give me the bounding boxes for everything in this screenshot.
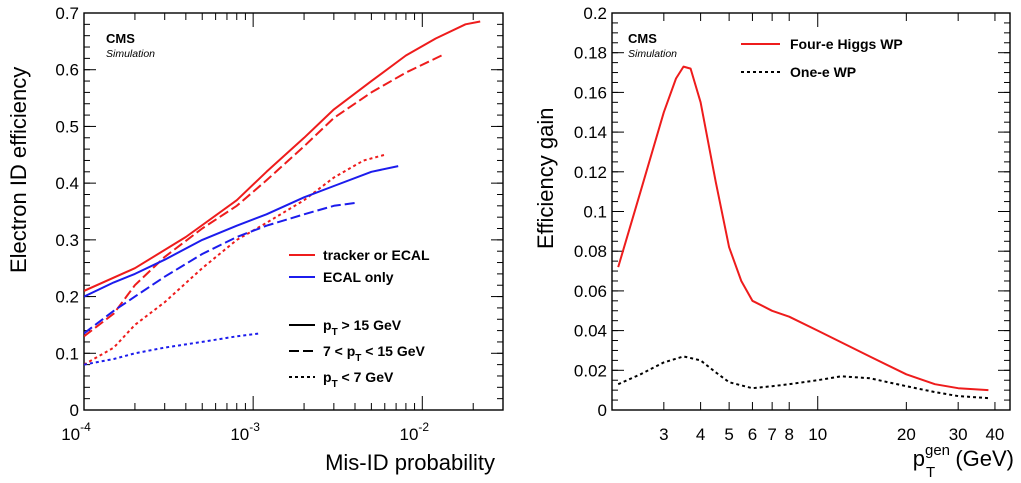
right-x-ticks: 3 4 5 6 7 8 10 20 30 40 — [659, 13, 1004, 444]
right-y-axis-label: Efficiency gain — [533, 108, 558, 249]
right-y-ticks: 0 0.02 0.04 0.06 0.08 0.1 0.12 0.14 0.16 0.18 0.2 — [574, 4, 1010, 420]
left-simulation-label: Simulation — [106, 48, 155, 60]
left-y-tick-label: 0.2 — [55, 288, 79, 307]
right-series-line-1 — [617, 355, 989, 400]
right-x-tick-label: 10 — [808, 425, 827, 444]
right-y-tick-label: 0.14 — [574, 123, 607, 142]
left-series-line-1 — [84, 54, 443, 338]
right-simulation-label: Simulation — [628, 48, 677, 60]
right-y-tick-label: 0.02 — [574, 361, 607, 380]
left-plot-frame — [83, 12, 504, 411]
legend-label-pt-mid: 7 < pT < 15 GeV — [323, 343, 425, 364]
legend-label-four-e-higgs-wp: Four-e Higgs WP — [790, 36, 903, 52]
right-cms-label: CMS — [628, 31, 657, 46]
left-y-tick-label: 0.4 — [55, 174, 79, 193]
right-series — [617, 65, 989, 400]
right-y-tick-label: 0.2 — [583, 4, 607, 23]
legend-label-tracker-or-ecal: tracker or ECAL — [323, 247, 430, 263]
left-y-tick-label: 0 — [70, 401, 79, 420]
legend-label-pt-low: pT < 7 GeV — [323, 369, 394, 390]
legend-label-one-e-wp: One-e WP — [790, 64, 856, 80]
right-y-tick-label: 0.06 — [574, 282, 607, 301]
left-legend: tracker or ECAL ECAL only pT > 15 GeV 7 … — [289, 247, 430, 390]
right-series-line-0 — [617, 65, 989, 392]
left-cms-label: CMS — [106, 31, 135, 46]
left-series-line-2 — [84, 153, 386, 366]
left-x-tick-label: 10-3 — [230, 420, 260, 444]
right-x-tick-label: 30 — [949, 425, 968, 444]
legend-label-ecal-only: ECAL only — [323, 269, 394, 285]
right-y-tick-label: 0.16 — [574, 83, 607, 102]
right-y-tick-label: 0.08 — [574, 242, 607, 261]
left-y-tick-label: 0.7 — [55, 4, 79, 23]
right-y-tick-label: 0.04 — [574, 322, 607, 341]
right-x-tick-label: 8 — [784, 425, 793, 444]
right-x-axis-label: pgen T (GeV) — [913, 442, 1014, 481]
left-panel: 00.10.20.30.40.50.60.7 10-4 10-3 10-2 CMS … — [6, 4, 504, 475]
right-x-tick-label: 5 — [724, 425, 733, 444]
right-y-tick-label: 0.12 — [574, 163, 607, 182]
right-panel: 00.020.040.060.080.10.120.140.160.180.2 … — [533, 4, 1014, 481]
right-x-tick-label: 7 — [767, 425, 776, 444]
right-legend: Four-e Higgs WP One-e WP — [741, 36, 903, 80]
left-series-line-3 — [84, 165, 399, 298]
right-x-tick-label: 40 — [985, 425, 1004, 444]
left-y-tick-label: 0.6 — [55, 61, 79, 80]
left-x-tick-label: 10-4 — [61, 420, 91, 444]
left-y-tick-label: 0.3 — [55, 231, 79, 250]
right-x-tick-label: 20 — [897, 425, 916, 444]
legend-label-pt-high: pT > 15 GeV — [323, 317, 402, 338]
right-y-tick-label: 0.1 — [583, 203, 607, 222]
left-x-ticks: 10-4 10-3 10-2 — [61, 13, 504, 444]
left-series — [84, 20, 481, 366]
left-series-line-5 — [84, 332, 261, 366]
right-x-tick-label: 6 — [748, 425, 757, 444]
left-x-axis-label: Mis-ID probability — [325, 450, 495, 475]
left-series-line-0 — [84, 20, 481, 292]
right-x-tick-label: 3 — [659, 425, 668, 444]
right-x-tick-label: 4 — [696, 425, 705, 444]
right-y-tick-label: 0 — [598, 401, 607, 420]
left-y-tick-label: 0.5 — [55, 117, 79, 136]
left-y-tick-label: 0.1 — [55, 344, 79, 363]
left-y-axis-label: Electron ID efficiency — [6, 67, 31, 273]
left-x-tick-label: 10-2 — [399, 420, 429, 444]
left-series-line-4 — [84, 202, 356, 335]
right-y-tick-label: 0.18 — [574, 44, 607, 63]
left-y-ticks: 0 0.1 0.2 0.3 0.4 0.5 0.6 0.7 — [55, 4, 503, 420]
